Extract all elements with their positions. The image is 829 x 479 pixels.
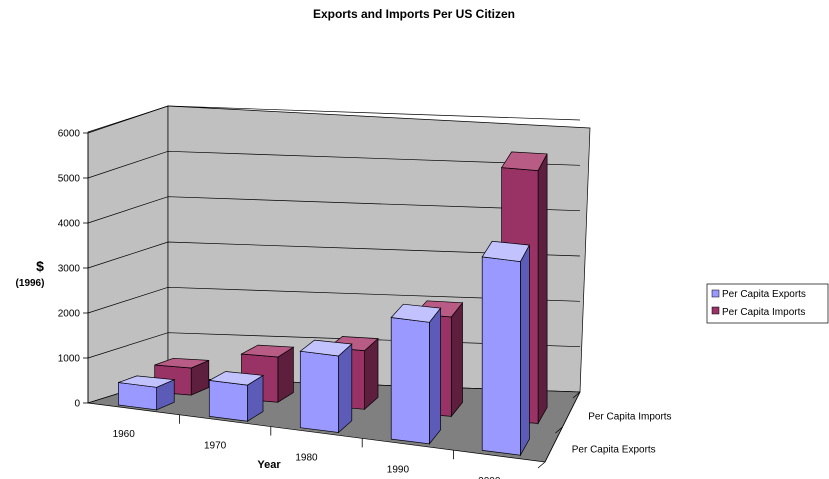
gridline — [87, 196, 581, 224]
bar-top — [500, 151, 548, 171]
y-tick-label: 5000 — [58, 174, 81, 185]
legend-label-imports: Per Capita Imports — [722, 307, 805, 318]
bar-side — [520, 244, 530, 457]
gridline — [87, 286, 581, 314]
bar-front — [390, 317, 430, 445]
bar-side — [450, 301, 463, 418]
x-tick-label: 1980 — [295, 453, 318, 464]
legend: Per Capita Exports Per Capita Imports — [706, 283, 829, 324]
legend-swatch-exports — [711, 289, 720, 298]
x-tick-label: 1990 — [387, 464, 410, 475]
x-tick-label: 1960 — [113, 429, 136, 440]
bar-top — [299, 339, 353, 357]
x-tick-label: 1970 — [204, 441, 227, 452]
depth-label: Per Capita Exports — [572, 445, 656, 456]
legend-swatch-imports — [711, 306, 720, 315]
bar-side — [338, 343, 353, 434]
bar-front — [208, 380, 248, 422]
y-tick-label: 1000 — [58, 354, 81, 365]
bar-top — [208, 371, 265, 386]
x-tick-label: 2000 — [478, 476, 501, 479]
chart-title: Exports and Imports Per US Citizen — [313, 7, 515, 21]
bar-top — [481, 240, 530, 262]
bar-side — [537, 153, 548, 425]
gridline — [87, 105, 581, 134]
y-tick-label: 0 — [74, 399, 80, 410]
bar-exports-2000 — [481, 240, 530, 457]
y-axis-sublabel: (1996) — [16, 278, 45, 289]
bar-top — [154, 357, 209, 369]
depth-tick — [537, 461, 546, 469]
bar-top — [118, 375, 176, 388]
bar-top — [390, 303, 442, 323]
gridline — [87, 241, 581, 269]
bar-front — [481, 256, 521, 456]
bar-top — [240, 344, 295, 358]
depth-tick — [555, 426, 563, 434]
y-tick-label: 3000 — [58, 264, 81, 275]
x-axis: 1960 1970 1980 1990 2000 — [113, 414, 501, 479]
bar-exports-1960 — [118, 375, 176, 411]
depth-label: Per Capita Imports — [588, 412, 671, 423]
y-tick-label: 6000 — [58, 129, 81, 140]
y-axis-label: $ — [36, 258, 44, 274]
gridline — [87, 150, 581, 179]
bars — [118, 151, 548, 457]
bar-exports-1990 — [390, 303, 442, 445]
y-tick-label: 2000 — [58, 309, 81, 320]
x-axis-label: Year — [257, 459, 281, 471]
depth-axis: Per Capita Imports Per Capita Exports — [537, 391, 672, 469]
side-wall — [87, 105, 169, 404]
y-tick-label: 4000 — [58, 219, 81, 230]
bar-exports-1970 — [208, 371, 265, 422]
legend-box — [706, 283, 829, 324]
legend-label-exports: Per Capita Exports — [722, 289, 806, 300]
bar-exports-1980 — [299, 339, 353, 434]
y-axis: 0 1000 2000 3000 4000 5000 6000 — [58, 129, 89, 410]
bar-front — [299, 350, 339, 433]
depth-tick — [572, 391, 581, 399]
bar-side — [429, 307, 441, 445]
